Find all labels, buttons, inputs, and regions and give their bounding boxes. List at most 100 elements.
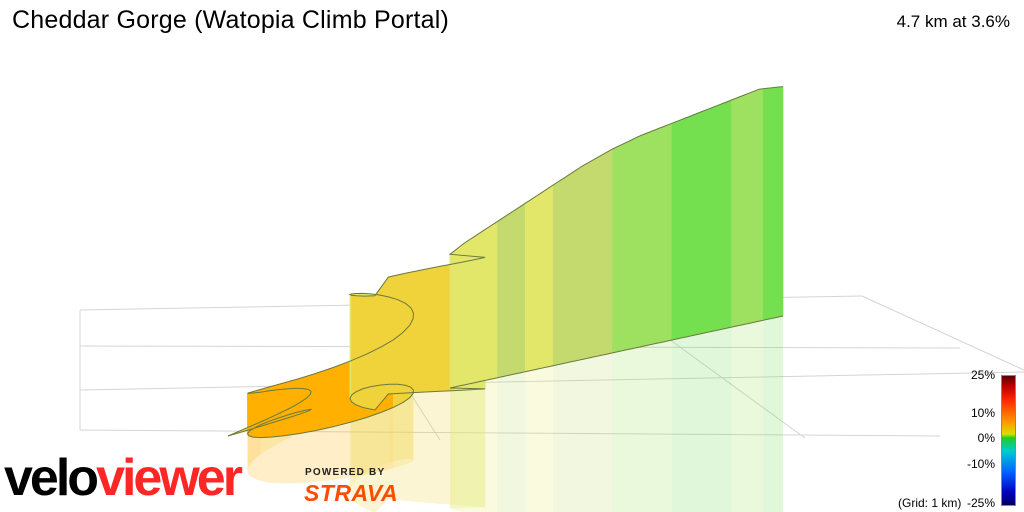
wall-segment (679, 118, 685, 339)
wall-segment (691, 113, 697, 337)
reflection-segment (660, 341, 665, 512)
reflection-segment (616, 351, 621, 512)
wall-segment (493, 220, 498, 379)
wall-segment (485, 225, 490, 381)
wall-segment (754, 88, 760, 323)
wall-segment (513, 207, 518, 375)
reflection-segment (270, 435, 284, 484)
wall-segment (739, 94, 744, 326)
wall-segment (528, 197, 534, 372)
reflection-segment (588, 357, 593, 512)
reflection-segment (247, 433, 249, 475)
wall-segment (647, 130, 653, 346)
reflection-segment (497, 376, 502, 512)
wall-segment (536, 192, 542, 370)
wall-segment (572, 169, 578, 362)
reflection-segment (260, 437, 271, 483)
wall-segment (687, 115, 693, 337)
reflection-segment (450, 388, 486, 509)
reflection-segment (545, 366, 550, 512)
reflection-segment (675, 338, 680, 512)
wall-segment (580, 164, 586, 361)
reflection-segment (350, 398, 352, 498)
reflection-segment (521, 371, 526, 512)
reflection-segment (723, 328, 728, 512)
reflection-segment (592, 356, 597, 512)
reflection-segment (405, 385, 411, 460)
legend-tick-neg10: -10% (966, 457, 995, 471)
reflection-segment (584, 358, 589, 512)
wall-segment (612, 146, 617, 354)
reflection-segment (636, 346, 641, 512)
wall-segment (715, 104, 720, 331)
reflection-segment (380, 407, 394, 472)
reflection-segment (537, 368, 542, 512)
wall-segment (651, 129, 657, 345)
reflection-segment (652, 343, 657, 512)
reflection-segment (248, 435, 253, 478)
reflection-segment (707, 331, 712, 512)
wall-segment (778, 86, 784, 318)
reflection-segment (561, 363, 565, 512)
reflection-segment (453, 386, 458, 511)
wall-segment (497, 218, 502, 379)
reflection-segment (656, 342, 661, 512)
wall-segment (727, 99, 732, 329)
reflection-segment (505, 375, 510, 512)
reflection-segment (687, 335, 692, 512)
reflection-segment (747, 322, 752, 512)
wall-segment (584, 161, 590, 360)
wall-segment (750, 90, 756, 324)
wall-segment (525, 200, 530, 373)
wall-segment (695, 111, 701, 336)
reflection-segment (679, 337, 684, 512)
reflection-segment (485, 379, 490, 512)
reflection-segment (481, 380, 486, 512)
veloviewer-logo[interactable]: veloviewer (4, 452, 243, 504)
reflection-segment (572, 360, 577, 512)
reflection-segment (644, 345, 649, 512)
reflection-segment (691, 334, 696, 512)
wall-segment (600, 152, 605, 356)
reflection-segment (374, 394, 389, 512)
wall-segment (758, 88, 764, 322)
wall-segment (604, 150, 609, 355)
reflection-segment (470, 388, 486, 508)
wall-segment (596, 155, 601, 357)
reflection-segment (349, 417, 367, 478)
wall-segment (540, 189, 546, 369)
reflection-segment (683, 336, 688, 512)
reflection-segment (461, 384, 466, 512)
reflection-segment (759, 320, 764, 512)
wall-segment (461, 241, 467, 386)
wall-segment (469, 236, 475, 385)
wall-segment (608, 148, 613, 355)
wall-segment (628, 139, 633, 350)
wall-segment (636, 135, 641, 349)
reflection-segment (739, 324, 744, 512)
wall-segment (592, 157, 597, 358)
reflection-segment (247, 431, 250, 470)
wall-segment (568, 171, 574, 363)
chart-title: Cheddar Gorge (Watopia Climb Portal) (12, 6, 449, 34)
wall-segment (564, 174, 570, 364)
floor-gridline (861, 295, 1024, 371)
wall-segment (270, 382, 285, 438)
reflection-segment (298, 430, 316, 484)
wall-segment (332, 360, 351, 428)
reflection-segment (719, 328, 724, 512)
reflection-segment (366, 412, 381, 475)
wall-segment (616, 144, 621, 353)
wall-segment (532, 194, 538, 371)
strava-logo[interactable]: STRAVA (304, 480, 399, 506)
reflection-segment (465, 383, 470, 512)
wall-segment (457, 244, 463, 387)
profile-wall (227, 86, 784, 439)
reflection-segment (517, 372, 522, 512)
reflection-segment (477, 381, 482, 512)
reflection-segment (628, 348, 633, 512)
reflection-segment (695, 334, 700, 512)
reflection-segment (596, 355, 601, 512)
wall-segment (723, 101, 728, 330)
wall-segment (588, 159, 594, 359)
